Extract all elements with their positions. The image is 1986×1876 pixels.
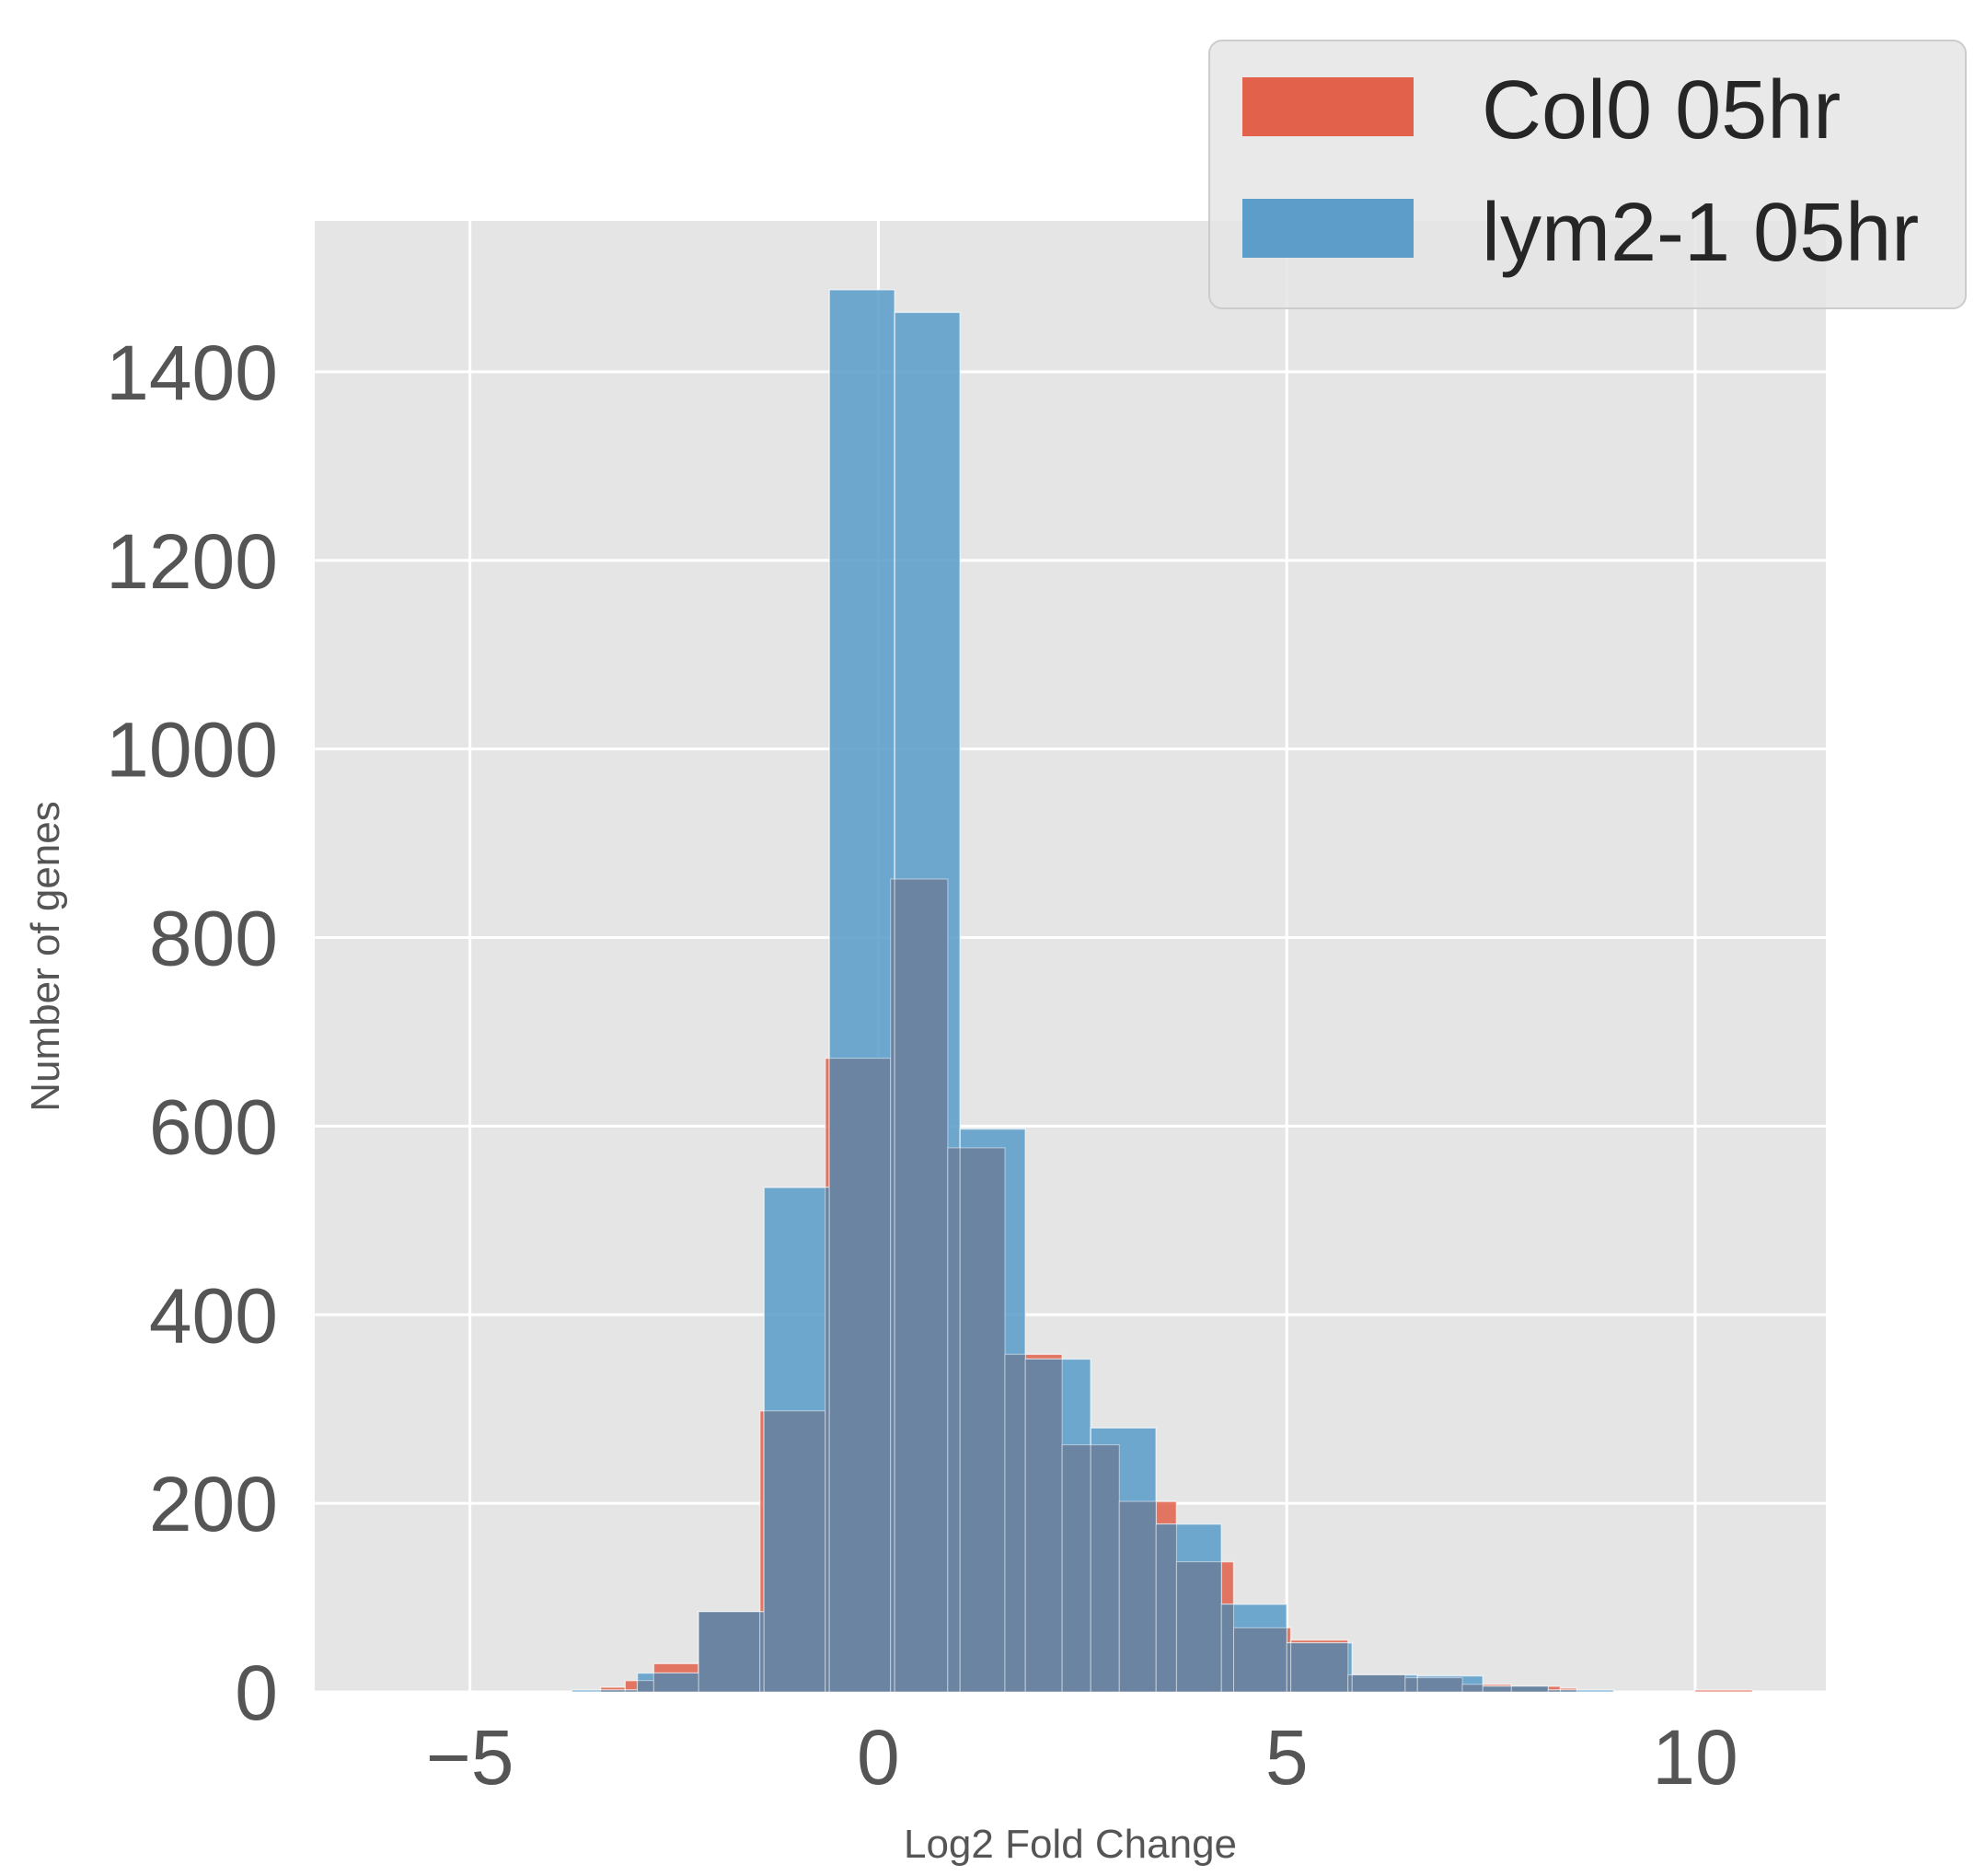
y-tick-label: 800 [149,896,278,982]
overlap-bar [959,1147,1006,1693]
overlap-bar [1118,1500,1157,1693]
overlap-bar [1155,1523,1177,1693]
bars-overlap [600,878,1577,1693]
overlap-bar [624,1689,639,1693]
overlap-bar [1290,1642,1349,1693]
overlap-bar [1510,1685,1549,1693]
overlap-bar [698,1611,761,1693]
overlap-bar [1351,1674,1406,1693]
legend-label-col0: Col0 05hr [1482,64,1841,156]
x-tick-label: 5 [1265,1714,1309,1801]
overlap-bar [1233,1627,1287,1693]
overlap-bar [1560,1689,1577,1693]
x-tick-label: 10 [1652,1714,1738,1801]
overlap-bar [947,1147,961,1693]
overlap-bar [763,1410,826,1693]
overlap-bar [1061,1444,1091,1693]
overlap-bar [1347,1674,1353,1693]
overlap-bar [1286,1642,1292,1693]
y-tick-label: 0 [235,1650,278,1736]
x-tick-label: −5 [426,1714,514,1801]
histogram-bar [1694,1689,1753,1693]
overlap-bar [1175,1561,1222,1693]
y-tick-label: 400 [149,1272,278,1359]
legend-swatch-col0 [1242,77,1414,136]
y-tick-label: 1000 [106,707,278,793]
x-tick-labels: −5 0 5 10 [426,1714,1738,1801]
overlap-bar [600,1689,626,1693]
overlap-bar [825,1187,830,1693]
overlap-bar [1547,1689,1562,1693]
overlap-bar [894,878,949,1693]
overlap-bar [1220,1604,1235,1693]
overlap-bar [1404,1677,1418,1693]
y-tick-label: 1400 [106,330,278,416]
overlap-bar [1416,1677,1463,1693]
legend: Col0 05hr lym2-1 05hr [1208,40,1967,309]
overlap-bar [828,1058,892,1693]
legend-swatch-lym2 [1242,199,1414,258]
overlap-bar [1482,1685,1512,1693]
x-axis-label: Log2 Fold Change [904,1822,1237,1867]
y-axis-label: Number of genes [23,801,68,1112]
overlap-bar [759,1611,765,1693]
overlap-bar [637,1680,654,1693]
overlap-bar [1004,1353,1026,1693]
y-tick-label: 600 [149,1083,278,1170]
x-tick-label: 0 [857,1714,900,1801]
overlap-bar [1090,1444,1120,1693]
y-tick-label: 200 [149,1461,278,1547]
y-tick-label: 1200 [106,518,278,605]
overlap-bar [652,1673,699,1693]
legend-label-lym2: lym2-1 05hr [1482,187,1919,279]
overlap-bar [1461,1684,1484,1693]
overlap-bar [890,878,895,1693]
y-tick-labels: 0 200 400 600 800 1000 1200 1400 [106,330,278,1736]
overlap-bar [1024,1358,1063,1693]
